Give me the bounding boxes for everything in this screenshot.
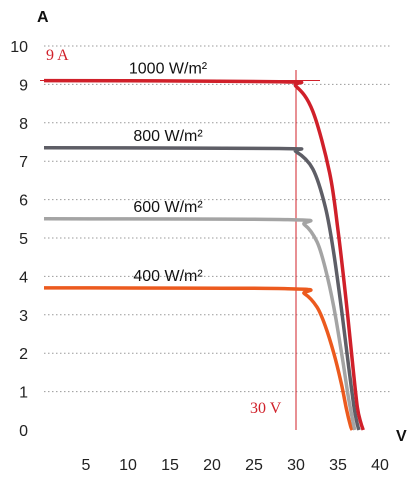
x-axis-label: V [396, 428, 407, 445]
x-tick-label: 40 [371, 457, 389, 474]
series-label: 1000 W/m² [129, 61, 208, 78]
series-label: 600 W/m² [133, 199, 203, 216]
y-tick-label: 1 [19, 385, 28, 402]
x-tick-label: 5 [82, 457, 91, 474]
y-axis-ticks: 0 1 2 3 4 5 6 7 8 9 10 [10, 39, 28, 440]
series-line [43, 217, 357, 431]
x-tick-label: 15 [161, 457, 179, 474]
x-tick-label: 25 [245, 457, 263, 474]
series-line [43, 78, 365, 431]
y-tick-label: 2 [19, 346, 28, 363]
x-tick-label: 30 [287, 457, 305, 474]
y-tick-label: 0 [19, 423, 28, 440]
series-line [43, 286, 354, 431]
y-tick-label: 9 [19, 77, 28, 94]
series-group [43, 78, 365, 431]
y-tick-label: 4 [19, 269, 28, 286]
x-tick-label: 10 [119, 457, 137, 474]
x-axis-ticks: 5 10 15 20 25 30 35 40 [82, 457, 389, 474]
series-line [43, 146, 361, 431]
y-tick-label: 3 [19, 308, 28, 325]
annotation-9a: 9 A [46, 47, 69, 64]
series-labels: 1000 W/m² 800 W/m² 600 W/m² 400 W/m² [129, 61, 208, 285]
y-tick-label: 7 [19, 154, 28, 171]
series-label: 800 W/m² [133, 128, 203, 145]
series-label: 400 W/m² [133, 268, 203, 285]
reference-lines [40, 70, 320, 430]
y-tick-label: 10 [10, 39, 28, 56]
y-axis-label: A [37, 9, 49, 26]
y-tick-label: 5 [19, 231, 28, 248]
annotation-30v: 30 V [250, 400, 282, 417]
x-tick-label: 35 [329, 457, 347, 474]
y-tick-label: 6 [19, 193, 28, 210]
x-tick-label: 20 [203, 457, 221, 474]
y-tick-label: 8 [19, 116, 28, 133]
